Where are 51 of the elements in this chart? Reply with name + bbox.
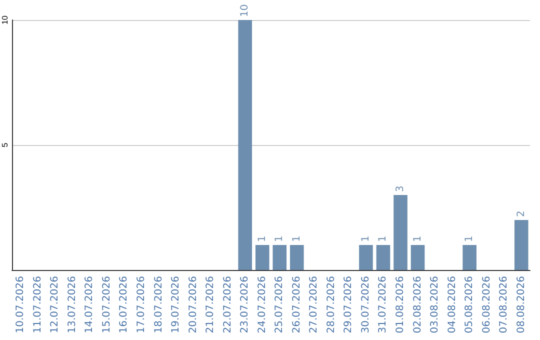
x-tick-label: 10.07.2026 — [15, 276, 26, 334]
x-tick-label: 22.07.2026 — [222, 276, 234, 334]
x-tick-label: 04.08.2026 — [446, 276, 458, 334]
x-tick-label: 27.07.2026 — [308, 276, 320, 334]
x-tick-label: 23.07.2026 — [240, 276, 251, 334]
x-tick-label: 11.07.2026 — [32, 276, 44, 334]
data-label: 10 — [240, 4, 251, 17]
x-tick-label: 06.08.2026 — [481, 276, 492, 334]
data-label: 1 — [274, 236, 286, 242]
bar — [359, 245, 373, 270]
x-tick-label: 05.08.2026 — [464, 276, 476, 334]
y-tick-label: 5 — [0, 142, 10, 148]
x-tick-label: 24.07.2026 — [256, 276, 268, 334]
bar — [376, 245, 390, 270]
x-tick-label: 18.07.2026 — [153, 276, 164, 334]
bar — [462, 245, 476, 270]
bar — [238, 20, 252, 270]
data-label: 1 — [378, 236, 389, 242]
bar — [272, 245, 287, 270]
data-label: 3 — [395, 186, 406, 192]
bar — [410, 245, 425, 270]
x-tick-label: 17.07.2026 — [136, 276, 147, 334]
data-label: 1 — [360, 236, 372, 242]
x-tick-label: 15.07.2026 — [101, 276, 112, 334]
data-label: 1 — [464, 236, 476, 242]
data-label: 1 — [291, 236, 302, 242]
bar — [514, 220, 528, 270]
data-label: 1 — [412, 236, 424, 242]
x-tick-label: 14.07.2026 — [84, 276, 96, 334]
x-tick-label: 25.07.2026 — [274, 276, 286, 334]
x-tick-label: 19.07.2026 — [170, 276, 182, 334]
x-tick-label: 01.08.2026 — [395, 276, 406, 334]
x-tick-label: 03.08.2026 — [430, 276, 441, 334]
bar — [290, 245, 304, 270]
x-tick-label: 30.07.2026 — [360, 276, 372, 334]
x-tick-label: 07.08.2026 — [498, 276, 510, 334]
x-tick-label: 21.07.2026 — [205, 276, 216, 334]
x-tick-label: 29.07.2026 — [343, 276, 354, 334]
x-tick-label: 08.08.2026 — [516, 276, 527, 334]
data-label: 2 — [516, 210, 527, 217]
x-tick-label: 20.07.2026 — [188, 276, 199, 334]
bar — [255, 245, 270, 270]
x-tick-label: 13.07.2026 — [66, 276, 78, 334]
data-label: 1 — [256, 236, 268, 242]
x-tick-label: 12.07.2026 — [50, 276, 61, 334]
x-tick-label: 28.07.2026 — [326, 276, 337, 334]
x-tick-label: 02.08.2026 — [412, 276, 424, 334]
x-tick-label: 26.07.2026 — [291, 276, 302, 334]
x-tick-label: 16.07.2026 — [118, 276, 130, 334]
bar — [394, 195, 408, 270]
x-tick-label: 31.07.2026 — [378, 276, 389, 334]
